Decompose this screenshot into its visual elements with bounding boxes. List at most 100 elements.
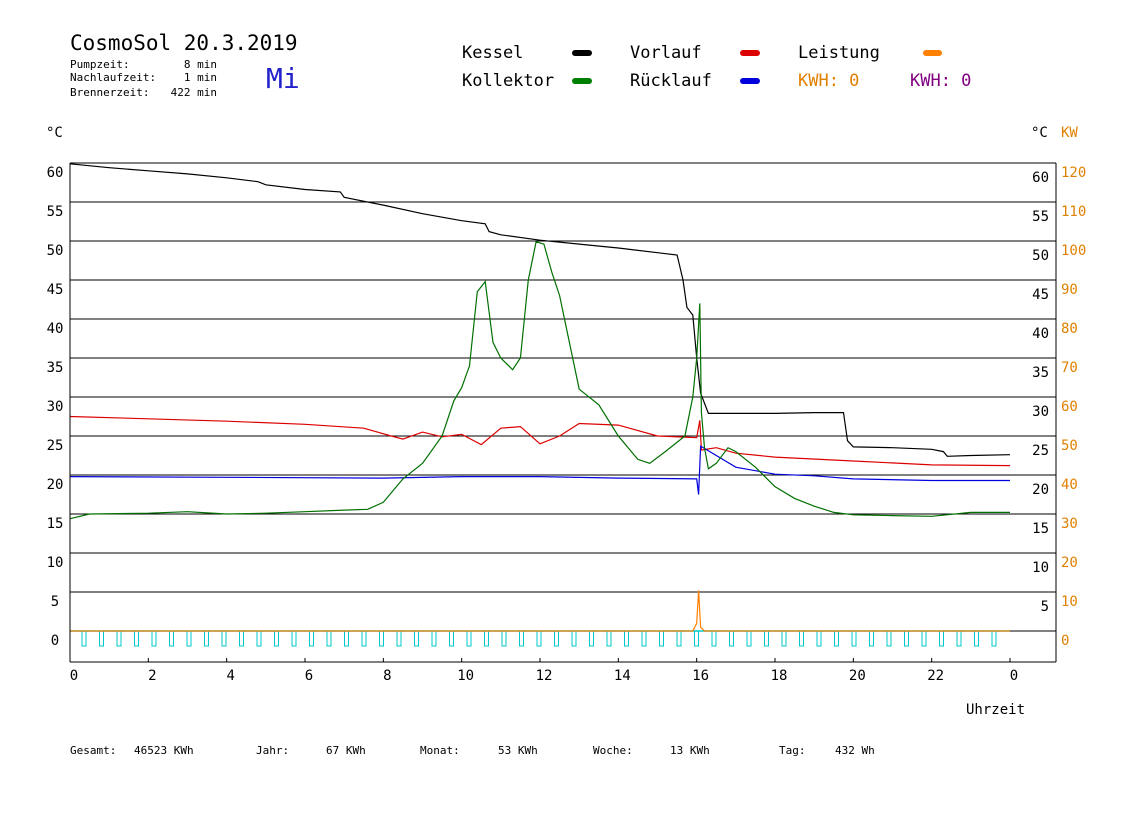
footer-label-monat: Monat: [420, 744, 460, 757]
legend-kwh-purple: KWH: 0 [910, 71, 971, 91]
pump-marker [956, 630, 962, 647]
footer-stats: Gesamt: 46523 KWh Jahr: 67 KWh Monat: 53… [70, 744, 875, 757]
pump-marker [729, 630, 734, 647]
series-line-kollektor [69, 241, 1010, 520]
pump-marker [939, 630, 944, 647]
stat-label-pumpzeit: Pumpzeit: [70, 58, 130, 71]
stat-value-nachlaufzeit: 1 min [184, 71, 217, 84]
footer-value-jahr: 67 KWh [326, 744, 366, 757]
y-tick-kw: 70 [1061, 360, 1078, 376]
x-tick-label: 18 [771, 668, 788, 684]
y-tick-left: 15 [47, 516, 64, 532]
pump-marker [134, 630, 139, 647]
pump-marker [484, 630, 489, 647]
y-tick-left: 10 [47, 555, 64, 571]
pump-marker [641, 630, 647, 647]
y-tick-right: 30 [1032, 404, 1049, 420]
series-line-ruecklauf [69, 445, 1010, 495]
pump-marker [519, 630, 524, 647]
pump-marker [221, 630, 227, 647]
legend: Kessel Vorlauf Leistung Kollektor Rückla… [462, 43, 971, 91]
pump-marker [781, 630, 787, 647]
y-tick-left: 0 [51, 633, 59, 649]
x-tick-label: 10 [457, 668, 474, 684]
stat-label-brennerzeit: Brennerzeit: [70, 86, 149, 99]
y-tick-right: 15 [1032, 521, 1049, 537]
pump-marker [694, 630, 699, 647]
pump-marker [711, 630, 717, 647]
y-tick-kw: 110 [1061, 204, 1086, 220]
y-tick-kw: 80 [1061, 321, 1078, 337]
pump-marker [274, 630, 279, 647]
pump-marker [169, 630, 174, 647]
pump-marker [921, 630, 927, 647]
stat-value-pumpzeit: 8 min [184, 58, 217, 71]
x-tick-label: 12 [536, 668, 553, 684]
pump-marker [256, 630, 262, 647]
series-line-vorlauf [69, 415, 1011, 467]
footer-value-gesamt: 46523 KWh [134, 744, 194, 757]
x-tick-label: 22 [927, 668, 944, 684]
x-tick-label: 6 [305, 668, 313, 684]
pump-marker [834, 630, 839, 647]
footer-label-jahr: Jahr: [256, 744, 289, 757]
pump-marker [799, 630, 804, 647]
y-tick-left: 30 [47, 399, 64, 415]
pump-marker [186, 630, 192, 647]
pump-marker [589, 630, 594, 647]
y-tick-left: 40 [47, 321, 64, 337]
y-tick-right: 10 [1032, 560, 1049, 576]
grid-lines [70, 162, 1056, 632]
y-tick-left: 45 [47, 282, 64, 298]
x-tick-label: 8 [383, 668, 391, 684]
pump-marker [151, 630, 157, 647]
pump-marker [361, 630, 367, 647]
pump-marker [746, 630, 752, 647]
pump-marker [974, 630, 979, 647]
pump-marker [676, 630, 682, 647]
legend-kwh-orange: KWH: 0 [798, 71, 859, 91]
y-tick-kw: 50 [1061, 438, 1078, 454]
pump-marker [904, 630, 909, 647]
pump-marker [536, 630, 542, 647]
pump-marker [81, 630, 87, 647]
y-tick-right: 50 [1032, 248, 1049, 264]
pump-marker [571, 630, 577, 647]
y-tick-kw: 30 [1061, 516, 1078, 532]
y-tick-kw: 100 [1061, 243, 1086, 259]
pump-marker [869, 630, 874, 647]
y-tick-kw: 90 [1061, 282, 1078, 298]
series-lines [69, 163, 1011, 632]
stats-block: Pumpzeit: 8 min Nachlaufzeit: 1 min Bren… [70, 58, 217, 99]
pump-marker [431, 630, 437, 647]
pump-marker [466, 630, 472, 647]
y-tick-left: 55 [47, 204, 64, 220]
stat-value-brennerzeit: 422 min [171, 86, 217, 99]
y-tick-right: 60 [1032, 170, 1049, 186]
y-tick-right: 20 [1032, 482, 1049, 498]
pump-marker [239, 630, 244, 647]
y-tick-right: 40 [1032, 326, 1049, 342]
y-axis-left-unit: °C [46, 125, 63, 141]
pump-marker [501, 630, 507, 647]
y-tick-right: 5 [1041, 599, 1049, 615]
y-tick-kw: 10 [1061, 594, 1078, 610]
x-axis-label: Uhrzeit [966, 702, 1025, 718]
y-tick-kw: 20 [1061, 555, 1078, 571]
footer-label-gesamt: Gesamt: [70, 744, 116, 757]
x-tick-label: 0 [1010, 668, 1018, 684]
day-label: Mi [266, 62, 300, 95]
y-tick-left: 25 [47, 438, 64, 454]
stat-label-nachlaufzeit: Nachlaufzeit: [70, 71, 156, 84]
y-tick-right: 55 [1032, 209, 1049, 225]
x-tick-label: 14 [614, 668, 631, 684]
legend-label-leistung: Leistung [798, 43, 880, 63]
y-tick-left: 35 [47, 360, 64, 376]
pump-marker [886, 630, 892, 647]
x-tick-label: 2 [148, 668, 156, 684]
pump-marker [606, 630, 612, 647]
y-tick-right: 35 [1032, 365, 1049, 381]
x-tick-label: 16 [692, 668, 709, 684]
series-line-kessel [69, 163, 1011, 457]
